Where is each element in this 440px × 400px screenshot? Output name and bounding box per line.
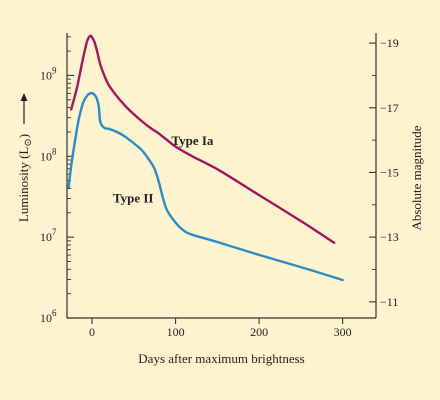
y-right-tick-label: −17: [380, 101, 399, 115]
y-right-tick-label: −19: [380, 36, 399, 50]
y-left-tick-base: 10: [40, 230, 52, 244]
series-line-type-ia: [70, 34, 336, 244]
y-left-tick-exponent: 8: [52, 146, 57, 156]
y-left-tick-label: 109: [40, 65, 57, 82]
x-tick-label: 300: [334, 325, 352, 339]
y-axis-left-title-close: ): [16, 134, 31, 138]
y-axis-left-title-text: Luminosity (L: [16, 147, 31, 223]
series-label-type-ii: Type II: [113, 190, 154, 205]
y-left-tick-exponent: 7: [52, 227, 57, 237]
series-label-type-ia: Type Ia: [171, 133, 214, 148]
x-tick-label: 0: [89, 325, 95, 339]
x-tick-label: 200: [250, 325, 268, 339]
y-right-tick-label: −11: [380, 295, 398, 309]
y-right-tick-label: −15: [380, 165, 399, 179]
y-left-tick-label: 107: [40, 227, 57, 244]
y-axis-left-title-sun-symbol: ⊙: [23, 138, 34, 146]
y-left-tick-base: 10: [40, 311, 52, 325]
y-left-tick-label: 106: [40, 308, 57, 325]
y-axis-right-title: Absolute magnitude: [409, 125, 424, 230]
labels-layer: 0 100 200 300106107108109−19−17−15−13−11Day…: [16, 36, 424, 366]
y-left-tick-base: 10: [40, 68, 52, 82]
y-axis-left-title: Luminosity (L⊙): [16, 134, 34, 222]
y-left-tick-exponent: 6: [52, 308, 57, 318]
x-axis-title: Days after maximum brightness: [138, 351, 304, 366]
y-axis-arrow-head: [20, 93, 28, 101]
series-layer: [67, 34, 344, 282]
y-left-tick-exponent: 9: [52, 65, 57, 75]
x-tick-label: 100: [167, 325, 185, 339]
series-line-type-ii: [67, 91, 344, 282]
y-right-tick-label: −13: [380, 230, 399, 244]
y-left-tick-base: 10: [40, 149, 52, 163]
y-left-tick-label: 108: [40, 146, 57, 163]
